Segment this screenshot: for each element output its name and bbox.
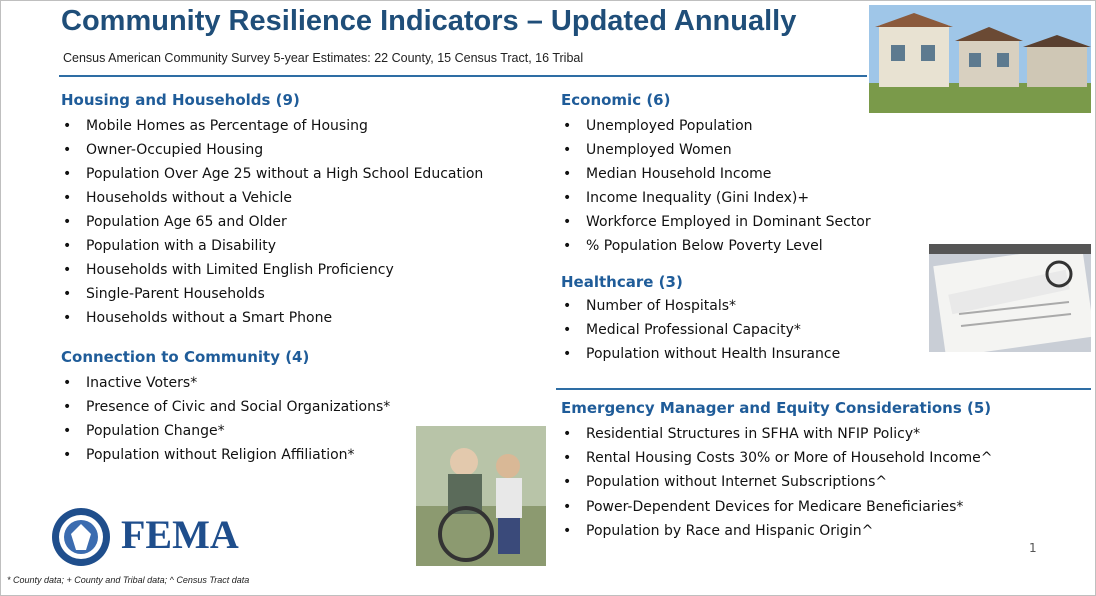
title-rule	[59, 75, 867, 77]
bullet-item: Population Change*	[61, 423, 225, 439]
bullet-item: Population Over Age 25 without a High Sc…	[61, 166, 483, 182]
bullet-item: Owner-Occupied Housing	[61, 142, 263, 158]
section-heading: Economic (6)	[561, 91, 670, 109]
wheelchair-photo	[416, 426, 546, 566]
bullet-item: Mobile Homes as Percentage of Housing	[61, 118, 368, 134]
health-insurance-photo	[929, 244, 1091, 352]
bullet-item: Rental Housing Costs 30% or More of Hous…	[561, 450, 992, 466]
bullet-item: Population with a Disability	[61, 238, 276, 254]
bullet-item: Workforce Employed in Dominant Sector	[561, 214, 871, 230]
bullet-item: % Population Below Poverty Level	[561, 238, 823, 254]
bullet-item: Median Household Income	[561, 166, 771, 182]
section-heading: Connection to Community (4)	[61, 348, 309, 366]
section-heading: Housing and Households (9)	[61, 91, 300, 109]
bullet-item: Number of Hospitals*	[561, 298, 736, 314]
bullet-item: Population by Race and Hispanic Origin^	[561, 523, 873, 539]
bullet-item: Income Inequality (Gini Index)+	[561, 190, 809, 206]
footnote: * County data; + County and Tribal data;…	[7, 575, 249, 585]
bullet-item: Medical Professional Capacity*	[561, 322, 801, 338]
bullet-item: Population without Religion Affiliation*	[61, 447, 355, 463]
mobile-homes-photo	[869, 5, 1091, 113]
bullet-item: Population without Health Insurance	[561, 346, 840, 362]
bullet-item: Single-Parent Households	[61, 286, 265, 302]
bullet-item: Presence of Civic and Social Organizatio…	[61, 399, 390, 415]
bullet-item: Residential Structures in SFHA with NFIP…	[561, 426, 920, 442]
bullet-item: Unemployed Population	[561, 118, 753, 134]
bullet-item: Households with Limited English Proficie…	[61, 262, 394, 278]
bullet-item: Population Age 65 and Older	[61, 214, 287, 230]
bullet-item: Power-Dependent Devices for Medicare Ben…	[561, 499, 963, 515]
bullet-item: Unemployed Women	[561, 142, 732, 158]
logo-text: FEMA	[121, 511, 239, 558]
dhs-seal	[46, 506, 116, 568]
section-rule	[556, 388, 1091, 390]
subtitle: Census American Community Survey 5-year …	[63, 51, 583, 65]
page-number: 1	[1029, 541, 1037, 555]
bullet-item: Inactive Voters*	[61, 375, 197, 391]
section-heading: Healthcare (3)	[561, 273, 683, 291]
bullet-item: Households without a Smart Phone	[61, 310, 332, 326]
slide: Community Resilience Indicators – Update…	[0, 0, 1096, 596]
bullet-item: Households without a Vehicle	[61, 190, 292, 206]
title: Community Resilience Indicators – Update…	[61, 5, 796, 38]
bullet-item: Population without Internet Subscription…	[561, 474, 887, 490]
section-heading: Emergency Manager and Equity Considerati…	[561, 399, 991, 417]
